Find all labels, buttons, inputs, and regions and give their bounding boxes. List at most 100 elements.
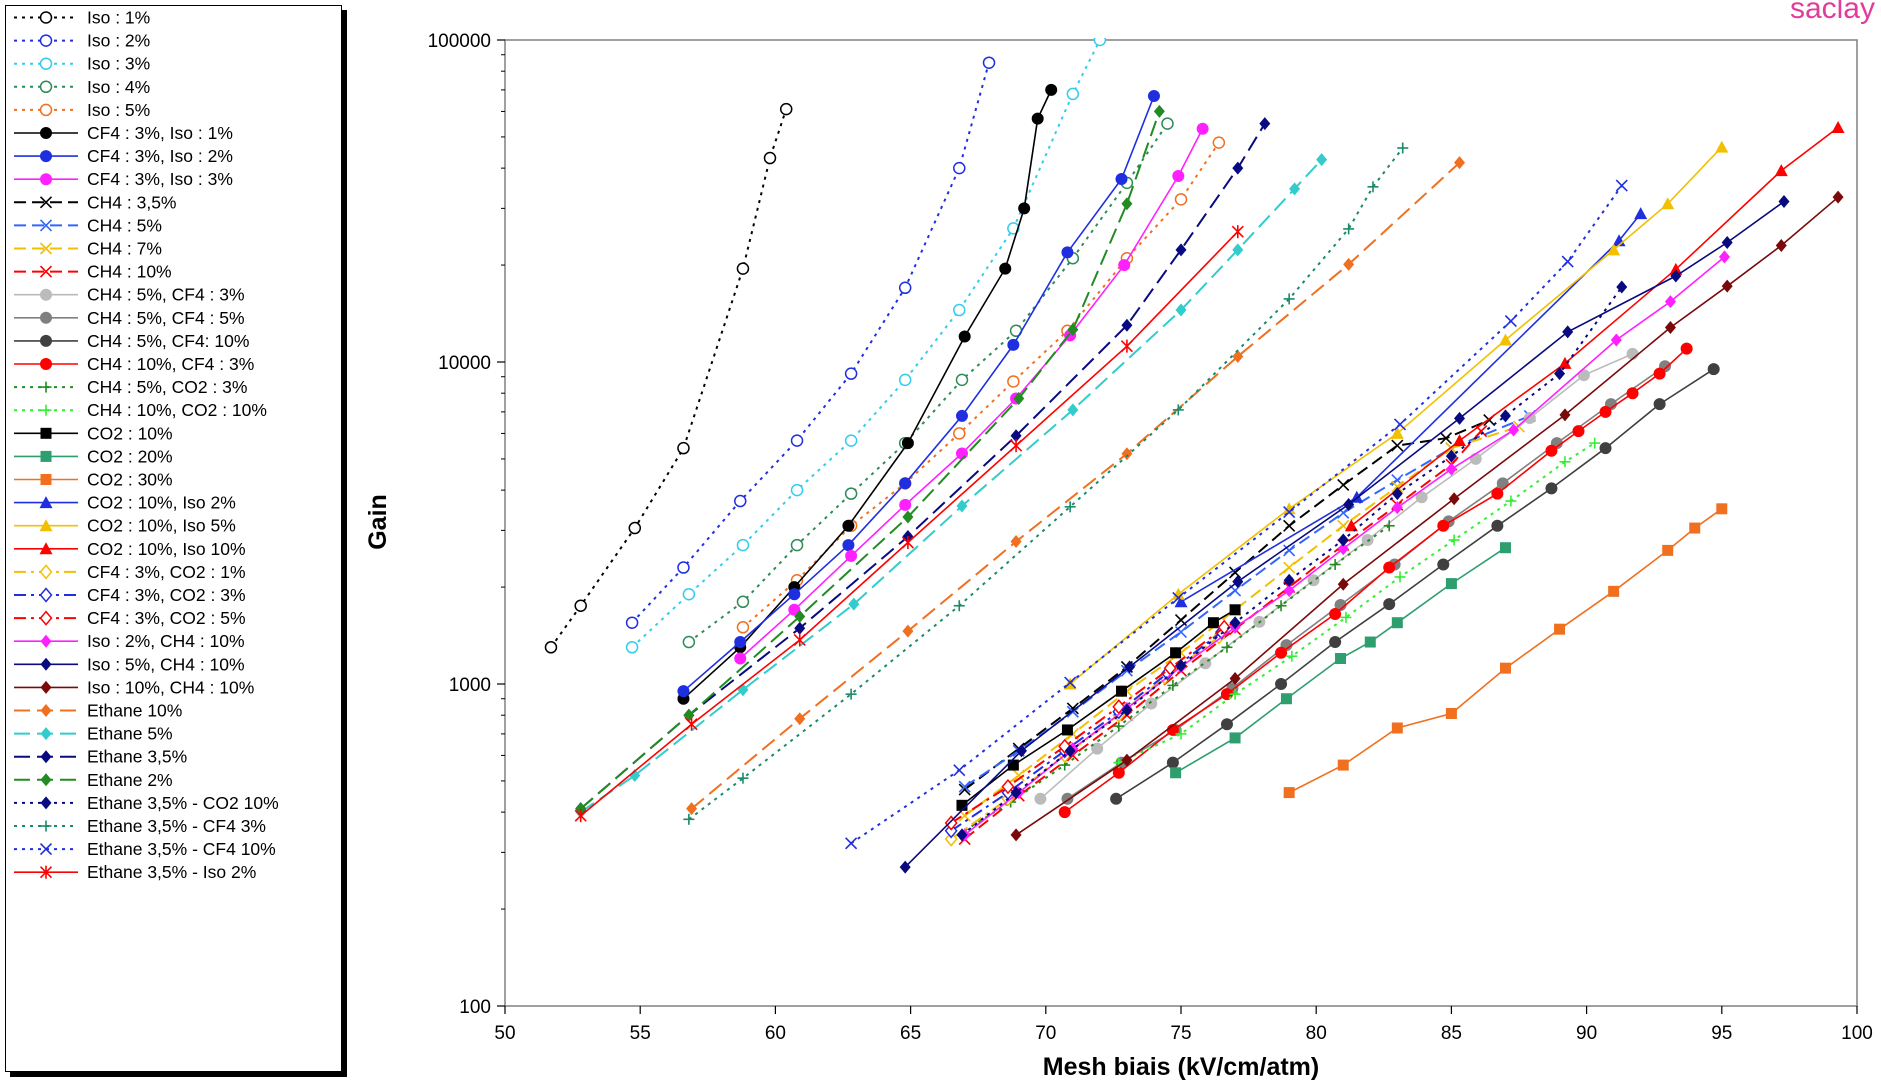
series-line xyxy=(1115,368,1715,800)
series-18 xyxy=(956,604,1241,811)
data-point xyxy=(1232,161,1244,175)
data-point xyxy=(1118,259,1131,272)
series-line xyxy=(580,111,1161,810)
series-line xyxy=(688,147,1404,821)
data-point xyxy=(1554,367,1566,381)
data-point xyxy=(1283,787,1295,799)
x-tick-label: 65 xyxy=(900,1023,921,1044)
data-point xyxy=(1454,411,1466,425)
legend-swatch-marker xyxy=(40,750,52,764)
legend-label: CF4 : 3%, CO2 : 5% xyxy=(87,608,246,628)
data-point xyxy=(1229,732,1241,744)
data-point xyxy=(1415,491,1428,504)
legend-entry: Ethane 3,5% - CF4 3% xyxy=(14,816,266,836)
legend-entry: Iso : 3% xyxy=(14,54,150,74)
data-point xyxy=(1161,117,1174,130)
legend-swatch-marker xyxy=(40,450,52,462)
data-point xyxy=(1283,519,1296,532)
data-point xyxy=(788,603,801,616)
data-point xyxy=(1217,619,1231,635)
legend-entry: CF4 : 3%, CO2 : 3% xyxy=(14,585,246,605)
data-point xyxy=(1212,136,1226,149)
data-point xyxy=(1007,759,1019,771)
legend-entry: CH4 : 10% xyxy=(14,262,172,282)
data-point xyxy=(1383,598,1396,611)
series-37 xyxy=(574,225,1244,823)
data-point xyxy=(1175,303,1187,317)
data-point xyxy=(1283,544,1296,557)
series-line xyxy=(1039,353,1633,800)
data-point xyxy=(1175,728,1187,740)
legend-label: CF4 : 3%, CO2 : 1% xyxy=(87,562,246,582)
data-point xyxy=(1045,83,1058,96)
data-point xyxy=(898,373,912,387)
data-point xyxy=(574,809,587,823)
data-point xyxy=(1721,279,1733,293)
data-point xyxy=(1504,315,1517,328)
data-point xyxy=(733,494,747,508)
data-point xyxy=(1067,323,1079,337)
data-point xyxy=(686,802,698,816)
series-line xyxy=(688,123,1169,643)
data-point xyxy=(1116,685,1128,697)
data-point xyxy=(1499,662,1511,674)
legend-entry: CH4 : 5%, CF4: 10% xyxy=(14,331,249,351)
data-point xyxy=(1577,369,1590,382)
data-point xyxy=(1034,792,1047,805)
series-line xyxy=(631,62,990,624)
data-point xyxy=(1397,142,1409,154)
data-point xyxy=(677,441,690,455)
data-point xyxy=(1229,566,1242,579)
data-point xyxy=(1175,243,1187,257)
legend-entry: CH4 : 10%, CO2 : 10% xyxy=(14,400,267,420)
data-point xyxy=(625,641,639,654)
x-tick-label: 70 xyxy=(1035,1023,1056,1044)
data-point xyxy=(1498,333,1512,346)
legend-swatch-marker xyxy=(40,474,52,485)
data-point xyxy=(1831,120,1845,133)
data-point xyxy=(1394,571,1406,583)
legend-entry: Ethane 5% xyxy=(14,724,173,744)
series-line xyxy=(580,123,1266,810)
legend-label: Iso : 5%, CH4 : 10% xyxy=(87,654,245,674)
series-22 xyxy=(1063,140,1729,690)
data-point xyxy=(625,616,639,629)
legend-swatch-marker xyxy=(40,381,52,393)
data-point xyxy=(682,635,696,649)
data-point xyxy=(1391,439,1404,452)
data-point xyxy=(1175,659,1187,673)
legend-label: CH4 : 5%, CF4 : 3% xyxy=(87,285,245,305)
data-point xyxy=(574,599,587,612)
x-tick-label: 100 xyxy=(1841,1023,1873,1044)
legend-swatch-marker xyxy=(40,773,52,787)
data-point xyxy=(1196,122,1209,135)
data-point xyxy=(1383,561,1396,574)
legend-swatch-marker xyxy=(39,564,53,580)
data-point xyxy=(1523,412,1536,425)
y-tick-label: 10000 xyxy=(438,353,491,374)
data-point xyxy=(1275,646,1288,659)
data-point xyxy=(1545,482,1558,495)
data-point xyxy=(842,539,855,552)
series-29 xyxy=(1010,190,1844,842)
data-point xyxy=(1626,347,1639,360)
data-point xyxy=(1508,423,1520,437)
series-line xyxy=(964,425,1520,817)
data-point xyxy=(1316,153,1328,167)
data-point xyxy=(1454,156,1466,170)
data-point xyxy=(958,330,971,343)
series-30 xyxy=(686,156,1466,816)
legend-label: Iso : 10%, CH4 : 10% xyxy=(87,677,254,697)
data-point xyxy=(1207,617,1219,629)
data-point xyxy=(1439,432,1453,445)
x-tick-label: 55 xyxy=(630,1023,651,1044)
data-point xyxy=(1283,561,1296,574)
data-point xyxy=(1121,197,1133,211)
legend-entry: Ethane 3,5% - CF4 10% xyxy=(14,839,276,859)
data-point xyxy=(899,477,912,490)
data-point xyxy=(1715,140,1729,153)
data-point xyxy=(1172,404,1184,416)
data-point xyxy=(1007,338,1020,351)
legend-swatch-marker xyxy=(39,865,53,879)
data-point xyxy=(790,483,804,497)
